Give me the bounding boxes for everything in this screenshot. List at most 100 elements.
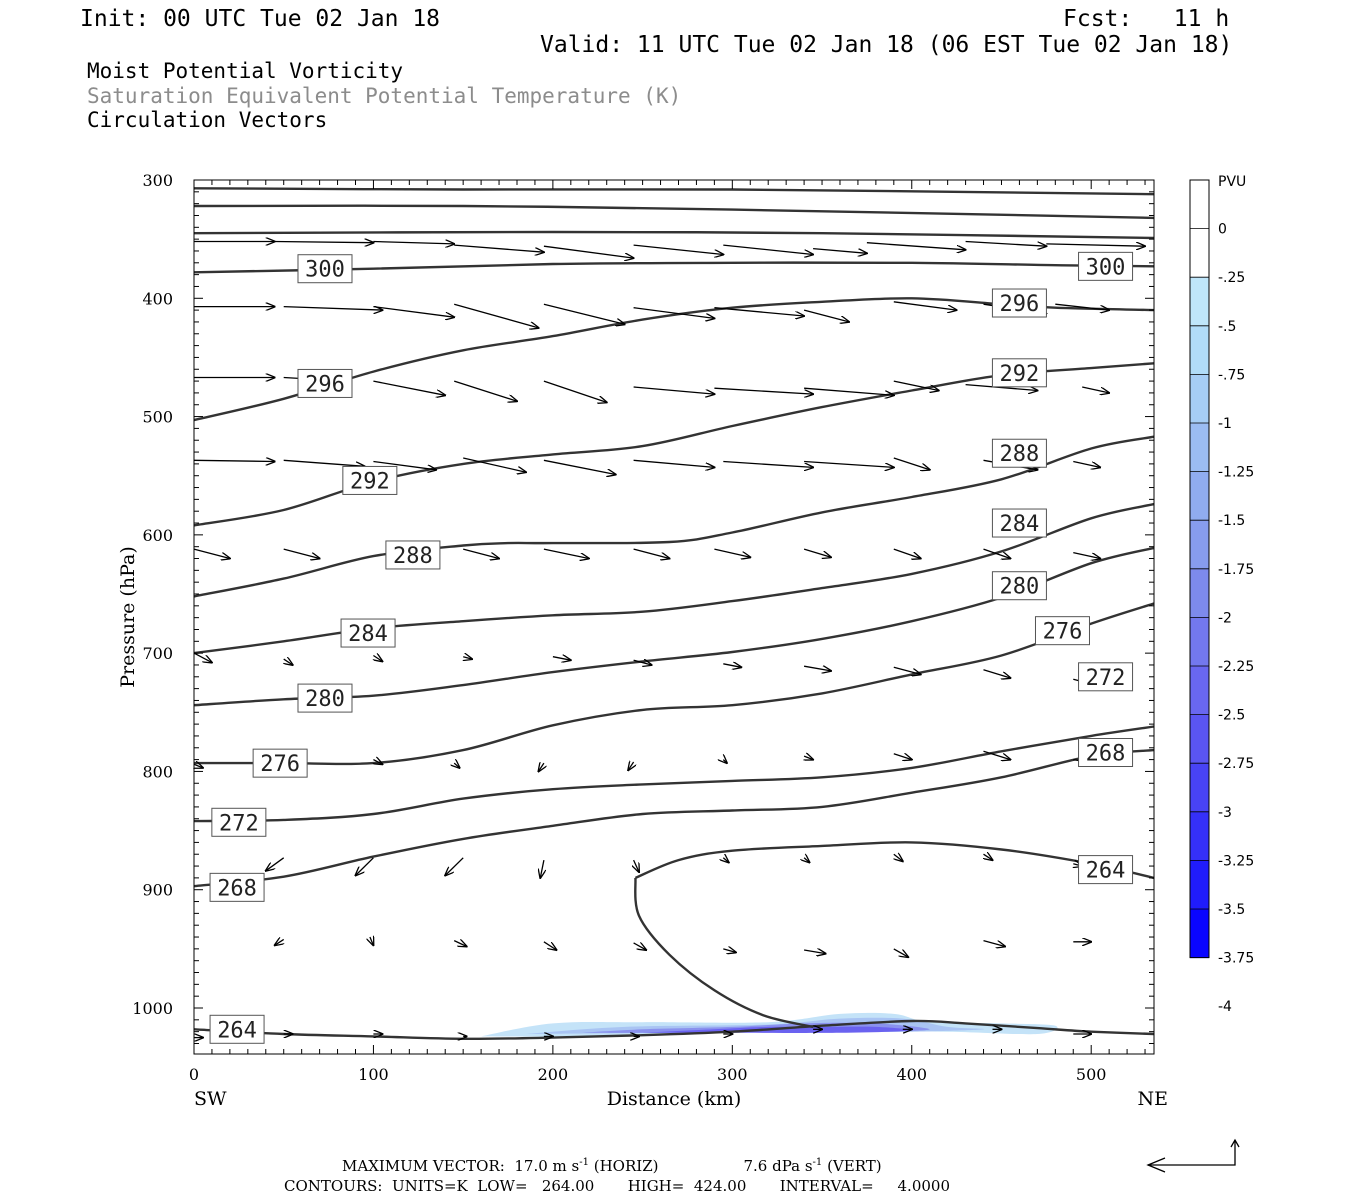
circulation-vector bbox=[543, 245, 634, 258]
contour-label-box bbox=[297, 368, 353, 398]
theta-contour-line bbox=[193, 748, 1155, 888]
circulation-vector bbox=[803, 950, 826, 954]
colorbar-label: -.25 bbox=[1218, 270, 1245, 286]
contour-label-box bbox=[252, 748, 308, 778]
theta-contour-line bbox=[193, 261, 1155, 274]
theta-contour-line bbox=[193, 204, 1155, 220]
theta-contour-line bbox=[193, 230, 1155, 240]
contour-label: 292 bbox=[1000, 362, 1040, 387]
circulation-vector bbox=[893, 948, 908, 957]
circulation-vector bbox=[194, 764, 203, 768]
contour-label-box bbox=[340, 618, 396, 648]
contour-label-box bbox=[991, 508, 1047, 538]
colorbar-swatch bbox=[1190, 617, 1209, 667]
circulation-vector bbox=[633, 548, 670, 558]
circulation-vector bbox=[723, 460, 813, 468]
circulation-vector bbox=[543, 380, 607, 402]
contour-label: 264 bbox=[1086, 859, 1126, 884]
colorbar-swatch bbox=[1190, 520, 1209, 570]
colorbar-swatch bbox=[1190, 325, 1209, 375]
contour-label: 284 bbox=[1000, 512, 1040, 537]
colorbar-label: -1.75 bbox=[1218, 562, 1254, 578]
colorbar-label: -.75 bbox=[1218, 367, 1245, 383]
contour-label: 268 bbox=[217, 876, 257, 901]
circulation-vector bbox=[373, 656, 382, 662]
colorbar-label: -1.25 bbox=[1218, 465, 1254, 481]
colorbar-swatch bbox=[1190, 909, 1209, 959]
circulation-vector bbox=[454, 763, 459, 768]
x-tick-label: 100 bbox=[358, 1065, 389, 1084]
circulation-vector bbox=[540, 859, 544, 878]
circulation-vector bbox=[633, 943, 647, 950]
circulation-vector bbox=[893, 457, 930, 470]
circulation-vector bbox=[714, 307, 804, 316]
circulation-vector bbox=[965, 240, 1047, 247]
circulation-vector bbox=[373, 760, 382, 765]
circulation-vector bbox=[193, 652, 212, 663]
colorbar-swatch bbox=[1190, 763, 1209, 813]
circulation-vector bbox=[893, 666, 921, 674]
contour-label: 288 bbox=[393, 544, 433, 569]
theta-contour-line bbox=[634, 877, 814, 1029]
circulation-vector bbox=[633, 459, 715, 467]
colorbar-swatch bbox=[1190, 423, 1209, 473]
colorbar-label: -3 bbox=[1218, 805, 1232, 821]
circulation-vector bbox=[543, 459, 616, 474]
circulation-vector bbox=[983, 750, 1011, 759]
circulation-vector bbox=[373, 380, 445, 395]
contour-label: 284 bbox=[348, 622, 388, 647]
circulation-vector bbox=[723, 664, 741, 668]
colorbar-swatch bbox=[1190, 860, 1209, 910]
forecast-hour: Fcst: 11 h bbox=[1063, 6, 1230, 32]
circulation-vector bbox=[543, 941, 557, 950]
colorbar-label: -1 bbox=[1218, 416, 1232, 432]
colorbar-label: -3.25 bbox=[1218, 853, 1254, 869]
x-tick-label: 500 bbox=[1076, 1065, 1107, 1084]
contour-label-box bbox=[1034, 616, 1090, 646]
contour-label-box bbox=[991, 288, 1047, 318]
circulation-vector bbox=[373, 305, 454, 318]
x-tick-label: 200 bbox=[538, 1065, 569, 1084]
axis-text: 0 100 200 300 400 500 300 400 500 600 700 800 900 100… bbox=[117, 171, 1168, 1110]
y-tick-label: 300 bbox=[142, 171, 173, 190]
x-axis-label: Distance (km) bbox=[607, 1088, 742, 1110]
contour-label: 280 bbox=[1000, 575, 1040, 600]
circulation-vector bbox=[803, 309, 849, 322]
circulation-vector bbox=[633, 307, 715, 319]
colorbar-unit: PVU bbox=[1218, 174, 1246, 190]
colorbar-swatch bbox=[1190, 471, 1209, 521]
circulation-vector bbox=[894, 854, 903, 861]
colorbar-label: -1.5 bbox=[1218, 513, 1245, 529]
y-tick-label: 900 bbox=[142, 881, 173, 900]
y-tick-label: 800 bbox=[142, 762, 173, 781]
contour-label: 296 bbox=[305, 372, 345, 397]
circulation-vector bbox=[1055, 303, 1109, 310]
colorbar-label: -3.75 bbox=[1218, 951, 1254, 967]
contour-label: 288 bbox=[1000, 442, 1040, 467]
circulation-vector bbox=[370, 937, 374, 945]
circulation-vector bbox=[723, 858, 728, 863]
contour-label: 268 bbox=[1086, 742, 1126, 767]
circulation-vector bbox=[723, 244, 813, 254]
colorbar-label: -4 bbox=[1218, 999, 1232, 1015]
colorbar-swatch bbox=[1190, 228, 1209, 278]
circulation-vector bbox=[723, 949, 736, 953]
circulation-vector bbox=[356, 857, 374, 876]
colorbar-label: -2.25 bbox=[1218, 659, 1254, 675]
reference-vector bbox=[1146, 1138, 1240, 1173]
circulation-vector bbox=[274, 242, 374, 243]
colorbar-swatch bbox=[1190, 374, 1209, 424]
colorbar-label: -2 bbox=[1218, 610, 1232, 626]
theta-contour-line bbox=[193, 435, 1155, 598]
contour-label-box bbox=[297, 683, 353, 713]
circulation-vector bbox=[454, 244, 544, 252]
circulation-vector bbox=[543, 303, 625, 324]
contour-label-box bbox=[1078, 251, 1134, 281]
contour-label: 296 bbox=[1000, 292, 1040, 317]
circulation-vector bbox=[445, 857, 464, 876]
circulation-vector bbox=[463, 457, 526, 472]
theta-contour-line bbox=[634, 841, 1155, 880]
circulation-vector bbox=[283, 459, 365, 466]
circulation-vector bbox=[804, 756, 813, 760]
